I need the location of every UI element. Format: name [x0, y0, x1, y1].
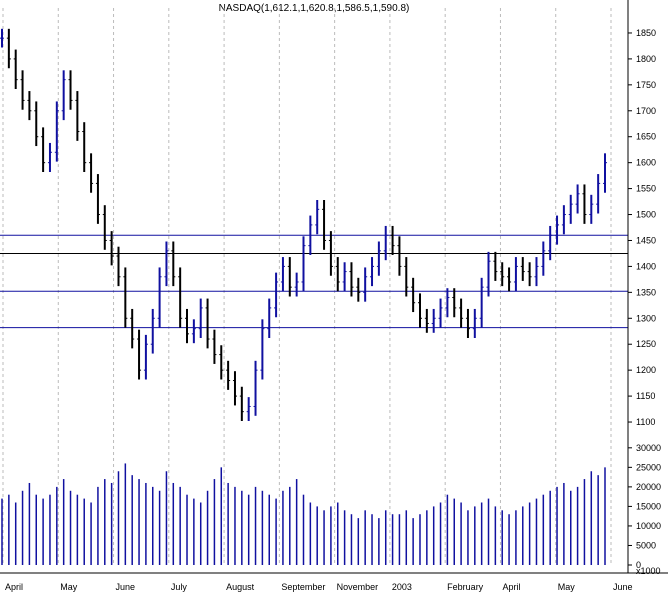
price-tick-label: 1200 — [636, 365, 656, 375]
x-tick-label: April — [502, 582, 520, 592]
x-tick-label: June — [116, 582, 136, 592]
price-tick-label: 1150 — [636, 391, 655, 401]
volume-tick-label: 30000 — [636, 443, 661, 453]
volume-tick-label: 10000 — [636, 521, 661, 531]
volume-unit-label: x1000 — [636, 566, 661, 576]
price-tick-label: 1650 — [636, 132, 656, 142]
x-tick-label: September — [281, 582, 325, 592]
price-tick-label: 1600 — [636, 158, 656, 168]
price-tick-label: 1350 — [636, 287, 656, 297]
volume-tick-label: 0 — [636, 560, 641, 570]
price-tick-label: 1550 — [636, 184, 656, 194]
price-tick-label: 1450 — [636, 235, 656, 245]
x-tick-label: July — [171, 582, 188, 592]
x-tick-label: February — [447, 582, 484, 592]
price-tick-label: 1400 — [636, 261, 656, 271]
price-tick-label: 1800 — [636, 54, 656, 64]
volume-tick-label: 5000 — [636, 540, 656, 550]
grid — [2, 8, 612, 565]
price-tick-label: 1300 — [636, 313, 656, 323]
price-tick-label: 1500 — [636, 210, 656, 220]
price-bars — [0, 28, 607, 421]
x-tick-label: June — [613, 582, 633, 592]
volume-tick-label: 25000 — [636, 462, 661, 472]
x-tick-label: November — [337, 582, 379, 592]
chart-title: NASDAQ(1,612.1,1,620.8,1,586.5,1,590.8) — [218, 3, 410, 14]
price-tick-label: 1850 — [636, 28, 656, 38]
price-tick-label: 1100 — [636, 417, 655, 427]
x-tick-label: May — [60, 582, 78, 592]
x-tick-label: May — [558, 582, 576, 592]
price-tick-label: 1750 — [636, 80, 656, 90]
x-tick-label: April — [5, 582, 23, 592]
horizontal-lines — [0, 234, 628, 329]
price-tick-label: 1700 — [636, 106, 656, 116]
price-tick-label: 1250 — [636, 339, 656, 349]
volume-bars — [1, 463, 606, 565]
volume-tick-label: 20000 — [636, 482, 661, 492]
volume-tick-label: 15000 — [636, 501, 661, 511]
x-tick-label: 2003 — [392, 582, 412, 592]
x-tick-label: August — [226, 582, 255, 592]
